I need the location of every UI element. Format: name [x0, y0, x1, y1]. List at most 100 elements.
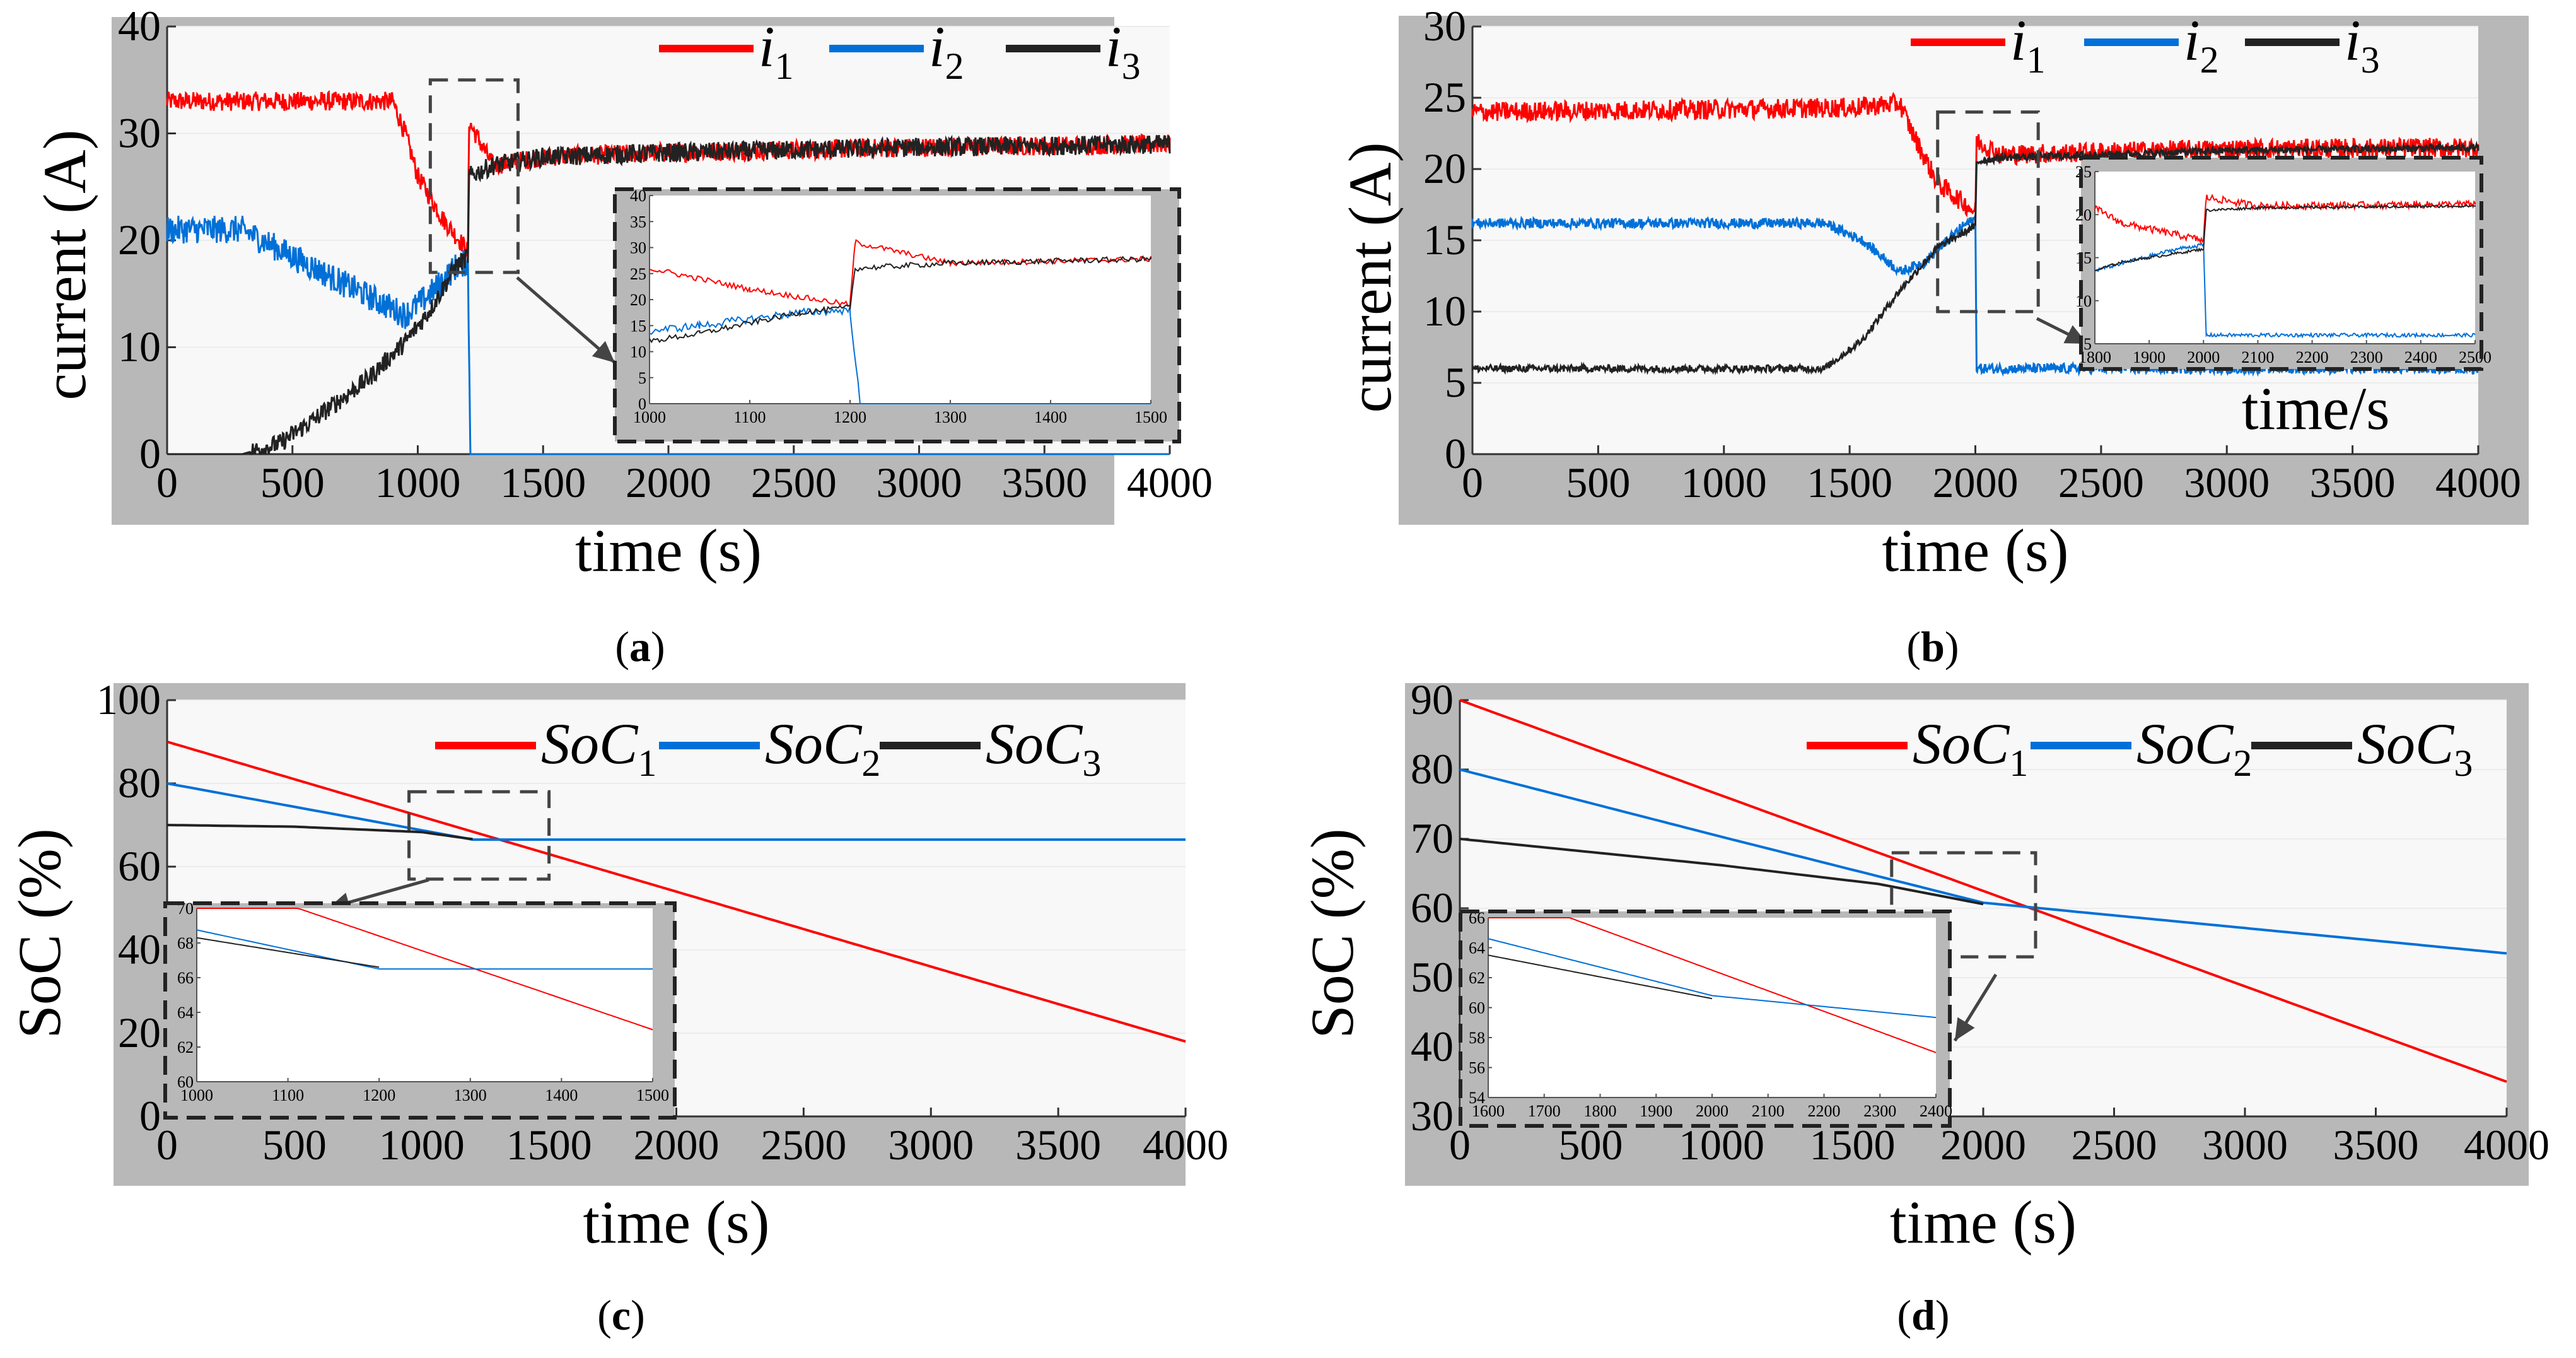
y-axis-label: current (A): [31, 129, 98, 400]
inset-plot-area: [197, 908, 653, 1082]
x-tick-label: 2000: [626, 459, 711, 506]
y-tick-label: 30: [1411, 1092, 1454, 1140]
legend-label-sub: 2: [2200, 39, 2219, 81]
caption-close: ): [631, 1291, 645, 1339]
inset-x-tick-label: 1300: [934, 408, 967, 426]
legend-label-base: SoC: [541, 711, 639, 776]
inset-x-tick-label: 2200: [1808, 1102, 1841, 1120]
series-i3: [1471, 141, 2480, 376]
inset-y-tick-label: 58: [1469, 1029, 1485, 1047]
y-tick-label: 20: [1423, 144, 1466, 192]
caption-open: (: [615, 623, 629, 670]
inset-plot-area: [1488, 918, 1936, 1098]
legend-label-sub: 3: [2361, 39, 2380, 81]
x-axis-label: time (s): [583, 1188, 770, 1256]
x-tick-label: 3500: [1001, 459, 1087, 506]
x-tick-label: 1500: [506, 1121, 592, 1169]
y-tick-label: 80: [1411, 745, 1454, 793]
inset-series-SoC2: [1488, 938, 1937, 1019]
x-tick-label: 500: [260, 459, 325, 506]
series-SoC2: [166, 782, 1186, 841]
inset-y-tick-label: 60: [177, 1073, 194, 1091]
legend-label-base: i: [1105, 15, 1122, 79]
zoom-source-box: [428, 78, 520, 274]
inset-dashed-border: [163, 901, 677, 1120]
y-tick-label: 10: [1423, 287, 1466, 335]
inset-x-tick-label: 2100: [2241, 348, 2274, 366]
panel-caption: (a): [615, 623, 665, 670]
legend-label-sub: 3: [1082, 742, 1101, 784]
y-tick-label: 30: [118, 109, 161, 157]
series-SoC1: [166, 740, 1186, 1043]
series-i2: [166, 215, 1170, 455]
zoom-source-box: [407, 790, 551, 881]
inset-dashed-border: [2079, 156, 2483, 371]
x-tick-label: 2500: [2072, 1121, 2157, 1169]
x-tick-label: 0: [156, 459, 178, 506]
x-tick-label: 3000: [2202, 1121, 2288, 1169]
inset-plot-area: [2095, 172, 2475, 344]
y-tick-label: 100: [96, 676, 161, 723]
y-tick-label: 15: [1423, 216, 1466, 264]
legend-label-sub: 2: [2233, 742, 2252, 784]
inset-plot-area: [650, 196, 1151, 404]
inset-series-i3: [2094, 204, 2476, 271]
caption-letter: d: [1911, 1291, 1935, 1339]
zoom-source-box: [1936, 110, 2040, 313]
inset-y-tick-label: 60: [1469, 999, 1485, 1017]
legend-label-base: SoC: [2136, 711, 2234, 776]
x-tick-label: 2500: [751, 459, 837, 506]
caption-close: ): [1945, 623, 1959, 670]
x-tick-label: 2000: [1940, 1121, 2026, 1169]
legend-label: i2: [2184, 8, 2219, 81]
inset-x-tick-label: 2400: [2404, 348, 2437, 366]
legend-label-base: SoC: [1913, 711, 2010, 776]
legend-label: SoC1: [541, 711, 656, 784]
series-SoC2: [1459, 768, 2507, 955]
x-tick-label: 4000: [1127, 459, 1213, 506]
inset-time-label: time/s: [2242, 375, 2390, 442]
y-tick-label: 5: [1445, 358, 1466, 406]
inset-series-i2: [649, 306, 1151, 404]
y-axis-label: SoC (%): [6, 828, 73, 1038]
inset-y-tick-label: 10: [630, 343, 646, 361]
legend-label-sub: 1: [775, 45, 794, 87]
inset-y-tick-label: 30: [630, 239, 646, 257]
legend-label: SoC3: [986, 711, 1101, 784]
legend-label: i2: [929, 15, 964, 87]
zoom-arrow: [516, 276, 616, 364]
legend-label-base: SoC: [765, 711, 863, 776]
inset-x-tick-label: 2400: [1920, 1102, 1952, 1120]
inset-x-tick-label: 2300: [1863, 1102, 1896, 1120]
series-SoC3: [166, 824, 473, 841]
inset-series-SoC2: [196, 929, 653, 970]
x-axis-label: time (s): [1882, 517, 2069, 584]
legend-label-sub: 1: [2009, 742, 2028, 784]
legend-label: i3: [2345, 8, 2380, 81]
x-tick-label: 1000: [379, 1121, 465, 1169]
inset-dashed-border: [1459, 910, 1952, 1128]
x-tick-label: 3500: [2333, 1121, 2419, 1169]
legend-label-base: i: [2010, 8, 2027, 73]
legend-label-sub: 1: [638, 742, 656, 784]
x-tick-label: 0: [156, 1121, 178, 1169]
y-tick-label: 50: [1411, 953, 1454, 1001]
inset-series-SoC1: [1488, 917, 1937, 1053]
inset-x-tick-label: 2200: [2296, 348, 2329, 366]
inset-y-tick-label: 68: [177, 934, 194, 952]
x-tick-label: 3000: [2184, 459, 2270, 506]
y-tick-label: 0: [139, 430, 161, 477]
legend-label-base: i: [929, 15, 945, 79]
caption-close: ): [651, 623, 665, 670]
x-tick-label: 500: [262, 1121, 327, 1169]
y-tick-label: 30: [1423, 2, 1466, 50]
y-tick-label: 20: [118, 216, 161, 264]
inset-x-tick-label: 1000: [180, 1086, 213, 1104]
x-tick-label: 4000: [2464, 1121, 2550, 1169]
x-tick-label: 500: [1566, 459, 1630, 506]
x-tick-label: 4000: [2435, 459, 2521, 506]
x-tick-label: 1000: [1679, 1121, 1764, 1169]
panel-caption: (d): [1897, 1291, 1949, 1339]
series-SoC3: [1459, 838, 1984, 906]
inset-y-tick-label: 5: [638, 369, 646, 387]
